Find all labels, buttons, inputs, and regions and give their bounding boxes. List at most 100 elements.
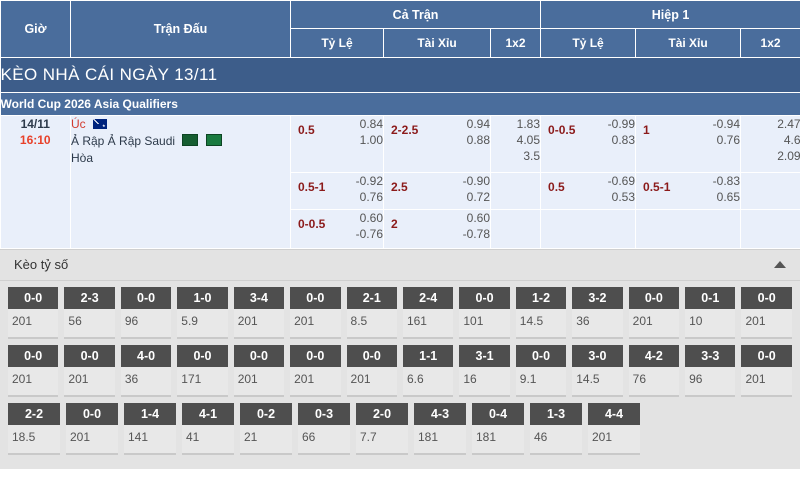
odd-value[interactable]: 1.83	[516, 117, 541, 131]
score-odd-card[interactable]: 2-3 56	[64, 287, 115, 339]
h1-overunder-line-1[interactable]: 1	[643, 123, 650, 137]
h1-handicap-line-2[interactable]: 0.5	[548, 180, 565, 194]
score-odd-card[interactable]: 1-4 141	[124, 403, 176, 455]
score-odd-card[interactable]: 0-0 101	[459, 287, 510, 339]
h1-overunder-cell-1[interactable]: 1 -0.94 0.76	[635, 115, 742, 173]
h1-handicap-line-1[interactable]: 0-0.5	[548, 123, 576, 137]
score-odd-card[interactable]: 0-0 201	[290, 345, 341, 397]
score-odds-header[interactable]: Kèo tỷ số	[0, 249, 800, 281]
score-odd-card[interactable]: 0-0 201	[346, 345, 397, 397]
odd-value[interactable]: -0.94	[712, 117, 741, 131]
score-odd-card[interactable]: 1-3 46	[530, 403, 582, 455]
h1-handicap-values-2[interactable]: -0.69 0.53	[541, 173, 635, 205]
ft-overunder-cell-3[interactable]: 2 0.60 -0.78	[383, 209, 491, 249]
odd-value[interactable]: 0.94	[466, 117, 490, 131]
score-odd-card[interactable]: 0-0 201	[290, 287, 341, 339]
ft-overunder-line-2[interactable]: 2.5	[391, 180, 408, 194]
ft-handicap-cell-1[interactable]: 0.5 0.84 1.00	[290, 115, 384, 173]
h1-overunder-line-2[interactable]: 0.5-1	[643, 180, 671, 194]
odd-value[interactable]: 0.53	[611, 190, 636, 204]
odd-value[interactable]: 0.76	[359, 190, 383, 204]
league-name[interactable]: World Cup 2026 Asia Qualifiers	[0, 92, 800, 116]
score-odd-card[interactable]: 4-4 201	[588, 403, 640, 455]
ft-handicap-cell-2[interactable]: 0.5-1 -0.92 0.76	[290, 172, 384, 210]
score-odd-card[interactable]: 0-0 171	[177, 345, 228, 397]
h1-handicap-cell-1[interactable]: 0-0.5 -0.99 0.83	[540, 115, 637, 173]
score-odd-card[interactable]: 2-1 8.5	[346, 287, 397, 339]
odd-value[interactable]: 0.60	[359, 211, 383, 225]
ft-overunder-cell-2[interactable]: 2.5 -0.90 0.72	[383, 172, 491, 210]
away-team-row[interactable]: Ả Rập Ả Rập Saudi	[71, 133, 290, 150]
odd-value[interactable]: 2.09	[777, 149, 800, 163]
match-teams-cell[interactable]: Úc ★ Ả Rập Ả Rập Saudi Hòa	[70, 115, 291, 249]
score-odd-card[interactable]: 1-2 14.5	[515, 287, 567, 339]
ft-handicap-values-3[interactable]: 0.60 -0.76	[291, 210, 383, 242]
ft-overunder-values-3[interactable]: 0.60 -0.78	[384, 210, 490, 242]
score-odd-card[interactable]: 4-0 36	[120, 345, 172, 397]
score-odd-card[interactable]: 2-2 18.5	[8, 403, 60, 455]
odd-value[interactable]: -0.90	[462, 174, 490, 188]
ft-overunder-values-1[interactable]: 0.94 0.88	[384, 116, 490, 148]
score-odd-card[interactable]: 4-2 76	[628, 345, 680, 397]
h1-handicap-values-1[interactable]: -0.99 0.83	[541, 116, 635, 148]
home-team-name[interactable]: Úc	[71, 117, 86, 131]
h1-1x2-cell-1[interactable]: 2.47 4.6 2.09	[740, 115, 800, 173]
ft-overunder-line-3[interactable]: 2	[391, 217, 398, 231]
score-odd-card[interactable]: 2-4 161	[402, 287, 454, 339]
ft-overunder-line-1[interactable]: 2-2.5	[391, 123, 419, 137]
odd-value[interactable]: -0.78	[462, 227, 490, 241]
odd-value[interactable]: -0.92	[355, 174, 383, 188]
odd-value[interactable]: 1.00	[359, 133, 383, 147]
score-odd-card[interactable]: 3-2 36	[572, 287, 623, 339]
odd-value[interactable]: 3.5	[523, 149, 541, 163]
score-odd-card[interactable]: 0-4 181	[472, 403, 524, 455]
table-row[interactable]: 14/11 16:10 Úc ★ Ả Rập Ả Rập Saudi Hòa	[0, 115, 800, 249]
score-odd-card[interactable]: 3-1 16	[459, 345, 510, 397]
league-bar-row[interactable]: World Cup 2026 Asia Qualifiers	[0, 92, 800, 116]
ft-handicap-line-1[interactable]: 0.5	[298, 123, 315, 137]
score-odd-card[interactable]: 0-0 201	[741, 287, 792, 339]
table-row[interactable]: 0.5-1 -0.92 0.76 2.5 -0.90 0.72 0.5 -0.6…	[1, 172, 800, 210]
ft-handicap-cell-3[interactable]: 0-0.5 0.60 -0.76	[290, 209, 384, 249]
h1-overunder-cell-2[interactable]: 0.5-1 -0.83 0.65	[635, 172, 742, 210]
score-odd-card[interactable]: 0-0 201	[64, 345, 115, 397]
score-odd-card[interactable]: 3-4 201	[233, 287, 285, 339]
ft-handicap-line-3[interactable]: 0-0.5	[298, 217, 326, 231]
away-team-name[interactable]: Ả Rập Ả Rập Saudi	[71, 134, 176, 148]
score-odd-card[interactable]: 3-3 96	[685, 345, 736, 397]
score-odd-card[interactable]: 2-0 7.7	[356, 403, 408, 455]
score-odd-card[interactable]: 1-0 5.9	[177, 287, 228, 339]
ft-handicap-values-2[interactable]: -0.92 0.76	[291, 173, 383, 205]
score-odd-card[interactable]: 0-0 201	[628, 287, 680, 339]
score-odd-card[interactable]: 0-0 201	[8, 345, 59, 397]
caret-up-icon[interactable]	[774, 261, 786, 268]
score-odd-card[interactable]: 1-1 6.6	[402, 345, 454, 397]
odd-value[interactable]: 2.47	[777, 117, 800, 131]
odd-value[interactable]: -0.83	[712, 174, 741, 188]
score-odd-card[interactable]: 0-1 10	[685, 287, 736, 339]
home-team-row[interactable]: Úc ★	[71, 116, 290, 133]
odd-value[interactable]: 0.84	[359, 117, 383, 131]
ft-handicap-line-2[interactable]: 0.5-1	[298, 180, 326, 194]
odd-value[interactable]: 0.83	[611, 133, 636, 147]
h1-overunder-values-2[interactable]: -0.83 0.65	[636, 173, 740, 205]
score-odd-card[interactable]: 0-0 9.1	[515, 345, 567, 397]
ft-1x2-values-1[interactable]: 1.83 4.05 3.5	[491, 116, 540, 164]
score-odd-card[interactable]: 4-3 181	[414, 403, 466, 455]
score-odd-card[interactable]: 0-0 96	[120, 287, 172, 339]
h1-handicap-cell-2[interactable]: 0.5 -0.69 0.53	[540, 172, 637, 210]
table-row[interactable]: 0-0.5 0.60 -0.76 2 0.60 -0.78	[1, 209, 800, 249]
score-odd-card[interactable]: 0-3 66	[298, 403, 350, 455]
ft-handicap-values-1[interactable]: 0.84 1.00	[291, 116, 383, 148]
odd-value[interactable]: 0.72	[466, 190, 490, 204]
score-odd-card[interactable]: 0-0 201	[741, 345, 792, 397]
odd-value[interactable]: -0.99	[607, 117, 636, 131]
score-odd-card[interactable]: 4-1 41	[182, 403, 234, 455]
odd-value[interactable]: 0.60	[466, 211, 490, 225]
score-odd-card[interactable]: 0-2 21	[240, 403, 292, 455]
odd-value[interactable]: -0.76	[355, 227, 383, 241]
h1-overunder-values-1[interactable]: -0.94 0.76	[636, 116, 740, 148]
odd-value[interactable]: 0.76	[716, 133, 741, 147]
odd-value[interactable]: 4.6	[783, 133, 800, 147]
odd-value[interactable]: 0.65	[716, 190, 741, 204]
